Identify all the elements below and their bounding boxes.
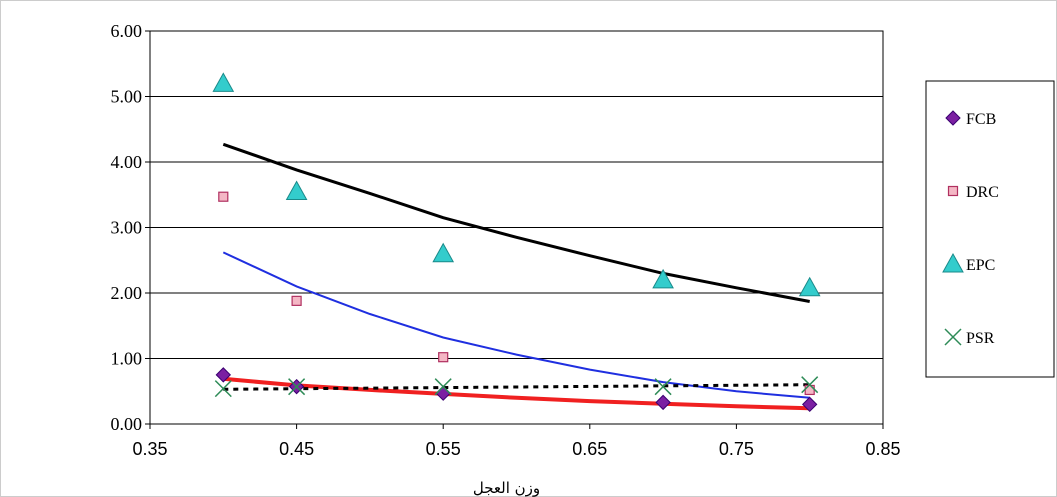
- y-tick-label: 0.00: [111, 414, 143, 434]
- psr-point: [288, 378, 306, 396]
- legend-marker-epc: [942, 252, 964, 273]
- x-tick-label: 0.65: [572, 439, 607, 459]
- x-tick-label: 0.35: [132, 439, 167, 459]
- x-tick-label: 0.55: [426, 439, 461, 459]
- x-tick-label: 0.75: [719, 439, 754, 459]
- legend-label-psr: PSR: [966, 330, 995, 347]
- drc-point: [438, 352, 449, 363]
- fcb-point: [655, 394, 671, 411]
- trendlines: [222, 142, 810, 411]
- psr-point: [801, 376, 819, 394]
- x-tick-label: 0.85: [865, 439, 900, 459]
- epc-point: [285, 180, 308, 200]
- y-tick-label: 2.00: [111, 283, 143, 303]
- epc-point: [212, 72, 235, 92]
- fcb-point: [801, 396, 818, 413]
- x-axis-title: وزن العجل: [473, 479, 540, 497]
- drc-point: [291, 295, 302, 306]
- y-tick-label: 3.00: [111, 218, 143, 238]
- legend-marker-drc: [947, 185, 959, 197]
- psr-point: [214, 380, 232, 398]
- epc-point: [652, 268, 674, 289]
- legend-box: [925, 80, 1055, 378]
- drc-point: [218, 191, 229, 202]
- legend-label-epc: EPC: [966, 257, 995, 274]
- epc-point: [798, 276, 821, 297]
- y-tick-label: 4.00: [111, 152, 143, 172]
- trendline-psr: [223, 383, 810, 391]
- epc-point: [432, 242, 455, 263]
- trendline-fcb: [223, 376, 810, 411]
- legend-label-fcb: FCB: [966, 111, 996, 128]
- legend: FCB DRC EPC PSR: [925, 80, 1055, 378]
- y-tick-label: 1.00: [111, 349, 143, 369]
- fcb-point: [215, 367, 232, 383]
- axes: 0.00 1.00 2.00 3.00 4.00 5.00 6.00 0.35 0.45 0.55…: [111, 21, 901, 459]
- trendline-epc: [222, 142, 810, 303]
- psr-point: [654, 378, 672, 396]
- data-markers: [212, 72, 821, 413]
- legend-marker-fcb: [945, 110, 961, 126]
- y-tick-label: 6.00: [111, 21, 143, 41]
- trendline-drc: [222, 251, 810, 399]
- legend-marker-psr: [944, 328, 962, 346]
- legend-label-drc: DRC: [966, 184, 999, 201]
- y-tick-label: 5.00: [111, 87, 143, 107]
- x-tick-label: 0.45: [279, 439, 314, 459]
- psr-point: [434, 378, 452, 396]
